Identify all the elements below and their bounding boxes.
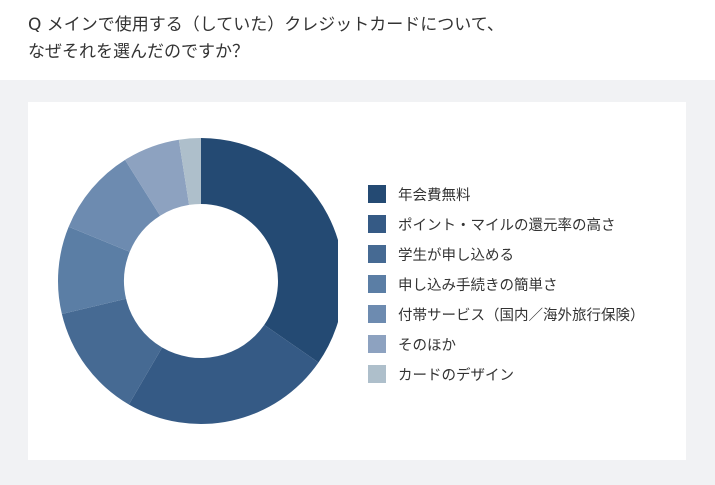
legend-item-1: 年会費無料	[368, 184, 645, 204]
donut-slice-1	[201, 138, 338, 363]
legend-swatch-6	[368, 335, 386, 353]
legend-label-1: 年会費無料	[398, 187, 471, 204]
donut-slice-7	[178, 138, 201, 205]
legend-item-3: 学生が申し込める	[368, 244, 645, 264]
legend-item-2: ポイント・マイルの還元率の高さ	[368, 214, 645, 234]
legend-swatch-4	[368, 275, 386, 293]
donut-slice-2	[128, 324, 319, 424]
question-line-1: Q メインで使用する（していた）クレジットカードについて、	[28, 15, 504, 35]
legend-label-3: 学生が申し込める	[398, 247, 514, 264]
legend-swatch-5	[368, 305, 386, 323]
legend-label-5: 付帯サービス（国内／海外旅行保険）	[398, 307, 645, 324]
legend-item-6: そのほか	[368, 334, 645, 354]
legend-swatch-1	[368, 185, 386, 203]
legend-swatch-2	[368, 215, 386, 233]
legend-item-4: 申し込み手続きの簡単さ	[368, 274, 645, 294]
legend-label-2: ポイント・マイルの還元率の高さ	[398, 217, 616, 234]
legend-item-7: カードのデザイン	[368, 364, 645, 384]
donut-chart	[58, 138, 338, 424]
donut-slice-4	[58, 226, 130, 315]
legend-swatch-7	[368, 365, 386, 383]
question-header: Q メインで使用する（していた）クレジットカードについて、 なぜそれを選んだので…	[0, 0, 715, 80]
donut-slice-5	[68, 159, 161, 252]
chart-legend: 年会費無料ポイント・マイルの還元率の高さ 学生が申し込める申し込み手続きの簡単さ付…	[368, 184, 645, 394]
legend-label-7: カードのデザイン	[398, 367, 514, 384]
legend-label-6: そのほか	[398, 337, 456, 354]
legend-label-4: 申し込み手続きの簡単さ	[398, 277, 558, 294]
chart-card: 年会費無料ポイント・マイルの還元率の高さ 学生が申し込める申し込み手続きの簡単さ付…	[28, 102, 686, 460]
question-line-2: なぜそれを選んだのですか？	[28, 42, 249, 62]
legend-swatch-3	[368, 245, 386, 263]
legend-item-5: 付帯サービス（国内／海外旅行保険）	[368, 304, 645, 324]
donut-slice-3	[61, 298, 163, 405]
question-text: Q メインで使用する（していた）クレジットカードについて、 なぜそれを選んだので…	[28, 12, 688, 66]
donut-slice-6	[125, 139, 190, 216]
